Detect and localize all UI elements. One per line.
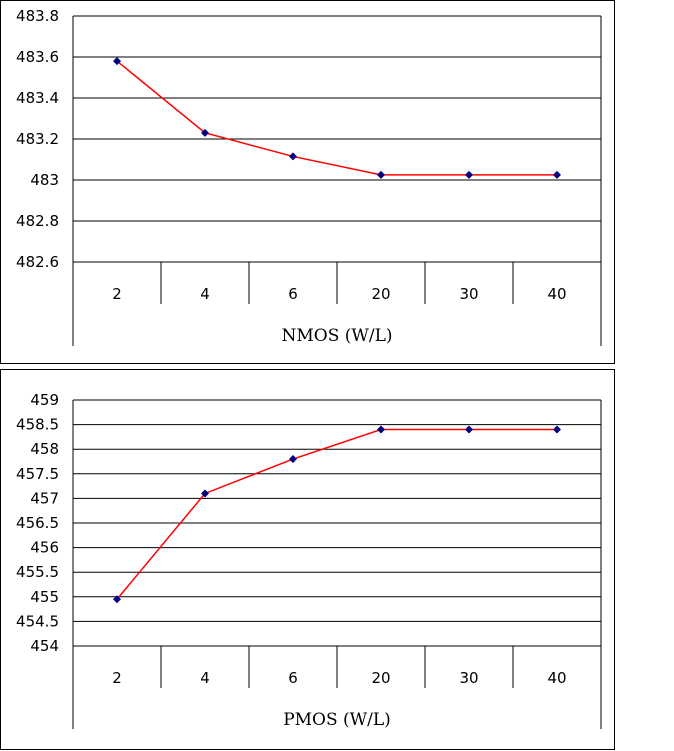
y-tick-label: 483.2 (16, 130, 59, 148)
series-nmos (113, 57, 561, 179)
x-tick-label: 4 (200, 669, 210, 687)
y-tick-label: 454.5 (16, 612, 59, 630)
series-pmos (113, 425, 561, 604)
data-point-marker (113, 57, 121, 66)
y-tick-label: 483.8 (16, 7, 59, 25)
grid-pmos (72, 399, 602, 729)
y-tick-label: 457 (30, 489, 59, 507)
x-tick-label: 20 (371, 669, 390, 687)
panel-border (0, 369, 615, 750)
x-tick-label: 2 (112, 285, 122, 303)
y-tick-label: 457.5 (16, 465, 59, 483)
x-tick-label: 40 (547, 285, 566, 303)
data-point-marker (201, 489, 209, 498)
data-point-marker (553, 425, 561, 434)
data-point-marker (113, 595, 121, 604)
x-tick-label: 6 (288, 669, 298, 687)
x-tick-label: 40 (547, 669, 566, 687)
series-line (116, 428, 557, 600)
panel-border (0, 0, 615, 364)
y-tick-label: 458.5 (16, 416, 59, 434)
y-ticks-pmos: 459 458.5 458 457.5 457 456.5 456 455.5 455 454.5… (16, 391, 59, 655)
y-tick-label: 458 (30, 440, 59, 458)
y-tick-label: 483.4 (16, 89, 59, 107)
data-point-marker (553, 170, 561, 179)
y-tick-label: 454 (30, 637, 59, 655)
y-tick-label: 459 (30, 391, 59, 409)
x-tick-label: 30 (459, 285, 478, 303)
y-tick-label: 483.6 (16, 48, 59, 66)
x-tick-label: 30 (459, 669, 478, 687)
y-tick-label: 455 (30, 588, 59, 606)
x-tick-label: 20 (371, 285, 390, 303)
y-tick-label: 456 (30, 539, 59, 557)
y-tick-label: 482.8 (16, 212, 59, 230)
data-point-marker (377, 425, 385, 434)
y-tick-label: 456.5 (16, 514, 59, 532)
series-line (116, 60, 557, 176)
x-tick-label: 6 (288, 285, 298, 303)
x-axis-title: NMOS (W/L) (281, 326, 392, 346)
chart-panel-pmos: 459 458.5 458 457.5 457 456.5 456 455.5 455 454.5… (0, 369, 615, 750)
y-tick-label: 483 (30, 171, 59, 189)
x-axis-title: PMOS (W/L) (283, 710, 391, 730)
x-tick-label: 2 (112, 669, 122, 687)
y-tick-label: 482.6 (16, 253, 59, 271)
x-ticks-pmos: 2 4 6 20 30 40 (112, 646, 567, 688)
y-tick-label: 455.5 (16, 563, 59, 581)
data-point-marker (465, 170, 473, 179)
data-point-marker (201, 128, 209, 137)
x-ticks-nmos: 2 4 6 20 30 40 (112, 262, 567, 304)
chart-panel-nmos: 483.8 483.6 483.4 483.2 483 482.8 482.6 2 4 6 20 3… (0, 0, 615, 364)
x-tick-label: 4 (200, 285, 210, 303)
y-ticks-nmos: 483.8 483.6 483.4 483.2 483 482.8 482.6 (16, 7, 59, 271)
data-point-marker (377, 170, 385, 179)
data-point-marker (289, 152, 297, 161)
data-point-marker (465, 425, 473, 434)
data-point-marker (289, 455, 297, 464)
